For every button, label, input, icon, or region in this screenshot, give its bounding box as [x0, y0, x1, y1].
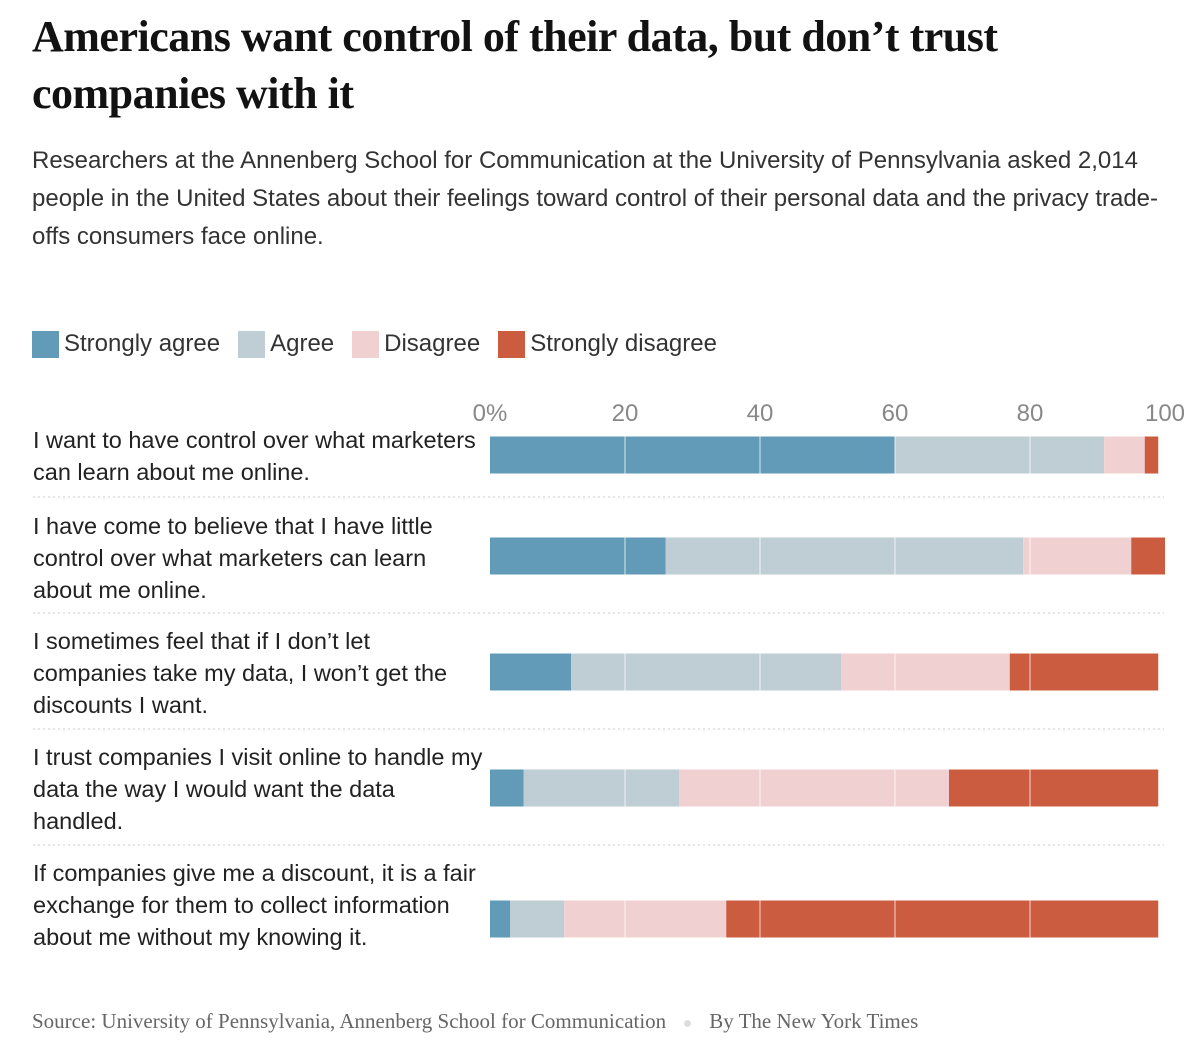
legend-swatch: [352, 330, 380, 358]
category-label: I sometimes feel that if I don’t let com…: [33, 628, 448, 718]
bar-segment: [490, 436, 895, 474]
bar-segment: [895, 436, 1105, 474]
bar-segment: [523, 769, 679, 807]
tick-label: 80: [1017, 400, 1044, 427]
legend-swatch: [238, 330, 266, 358]
legend-swatch: [498, 330, 526, 358]
tick-label: 40: [747, 400, 774, 427]
chart-svg: 0% 20 40 60 80 100: [33, 400, 1185, 950]
legend-label: Strongly disagree: [530, 330, 717, 357]
bar-segment: [679, 769, 949, 807]
chart-title: Americans want control of their data, bu…: [32, 12, 998, 118]
legend-item: Agree: [238, 330, 334, 358]
bar-segment: [949, 769, 1159, 807]
legend-label: Agree: [270, 330, 335, 357]
bar-segment: [571, 653, 841, 691]
bar-segment: [1104, 436, 1145, 474]
bar-segment: [510, 900, 565, 938]
bar-segment: [841, 653, 1010, 691]
category-label: I have come to believe that I have littl…: [33, 513, 433, 603]
bar-segment: [490, 537, 666, 575]
bar-segment: [1131, 537, 1165, 575]
category-label: If companies give me a discount, it is a…: [33, 860, 476, 950]
bar-segment: [490, 653, 571, 691]
legend-item: Strongly disagree: [498, 330, 717, 358]
legend-swatch: [32, 330, 59, 358]
tick-label: 0%: [473, 400, 508, 427]
bar-segment: [490, 900, 511, 938]
credit: By The New York Times: [709, 1009, 919, 1033]
bar-segment: [1009, 653, 1159, 691]
legend-label: Strongly agree: [64, 330, 221, 357]
legend-label: Disagree: [384, 330, 481, 357]
tick-label: 60: [882, 400, 909, 427]
bar-segment: [564, 900, 727, 938]
chart-subtitle: Researchers at the Annenberg School for …: [32, 147, 1159, 250]
tick-label: 100: [1145, 400, 1185, 427]
legend-item: Disagree: [352, 330, 480, 358]
bar-segment: [490, 769, 524, 807]
category-label: I trust companies I visit online to hand…: [33, 744, 483, 834]
legend: Strongly agree Agree Disagree Strongly disa…: [32, 330, 735, 358]
legend-item: Strongly agree: [32, 330, 220, 358]
separator-dot: [684, 1019, 692, 1027]
tick-label: 20: [612, 400, 639, 427]
bar-segment: [1144, 436, 1159, 474]
category-label: I want to have control over what markete…: [33, 427, 476, 485]
source-line: Source: University of Pennsylvania, Anne…: [32, 1009, 918, 1034]
bar-segment: [726, 900, 1159, 938]
bar-segment: [1023, 537, 1132, 575]
source: Source: University of Pennsylvania, Anne…: [32, 1009, 667, 1033]
bar-segment: [665, 537, 1024, 575]
